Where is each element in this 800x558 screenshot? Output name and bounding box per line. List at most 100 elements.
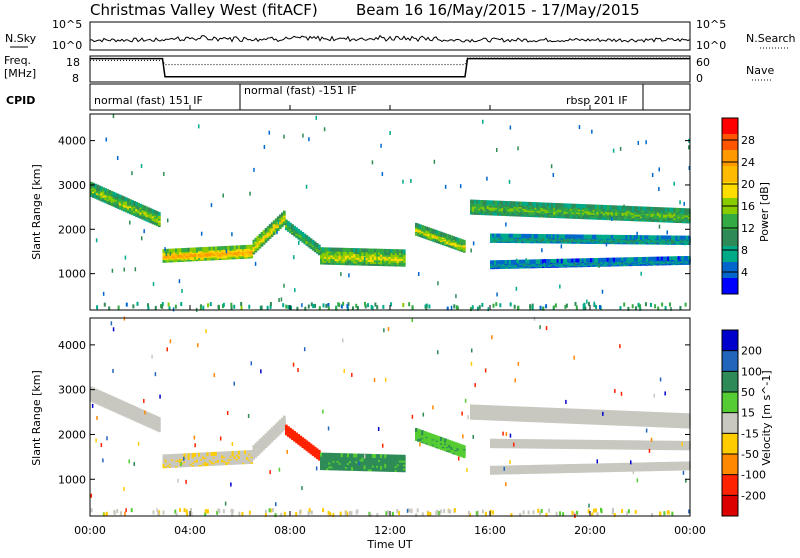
heatmap-cell: [499, 303, 501, 307]
heatmap-cell: [346, 304, 348, 308]
heatmap-cell: [549, 234, 551, 238]
colorbar-tick-label: 24: [741, 156, 755, 169]
freq-label-1: Freq.: [4, 54, 31, 67]
colorbar-tick-label: 16: [741, 200, 755, 213]
heatmap-cell: [198, 124, 200, 128]
heatmap-cell: [217, 305, 219, 309]
heatmap-cell: [645, 140, 647, 144]
colorbar-tick-label: 4: [741, 266, 748, 279]
heatmap-cell: [632, 304, 634, 308]
colorbar-tick-label: 20: [741, 178, 755, 191]
heatmap-cell: [658, 187, 660, 191]
heatmap-cell: [453, 304, 455, 308]
heatmap-cell: [486, 177, 488, 181]
heatmap-cell: [126, 303, 128, 307]
colorbar-swatch: [722, 118, 738, 135]
heatmap-cell: [516, 259, 518, 263]
heatmap-cell: [181, 289, 183, 293]
heatmap-cell: [226, 249, 228, 253]
heatmap-cell: [553, 305, 555, 309]
heatmap-cell: [175, 305, 177, 309]
heatmap-cell: [482, 120, 484, 124]
heatmap-cell: [222, 194, 224, 198]
heatmap-cell: [261, 306, 263, 310]
heatmap-cell: [324, 127, 326, 131]
heatmap-cell: [161, 305, 163, 309]
heatmap-cell: [545, 304, 547, 308]
heatmap-cell: [364, 302, 366, 306]
heatmap-cell: [371, 305, 373, 309]
colorbar-swatch: [722, 166, 738, 183]
heatmap-cell: [679, 200, 681, 204]
heatmap-cell: [166, 252, 168, 256]
heatmap-cell: [325, 304, 327, 308]
title-site: Christmas Valley West (fitACF): [90, 1, 318, 19]
heatmap-cell: [669, 302, 671, 306]
heatmap-cell: [125, 256, 127, 260]
heatmap-cell: [595, 305, 597, 309]
heatmap-cell: [455, 294, 457, 298]
heatmap-cell: [136, 302, 138, 306]
heatmap-cell: [143, 229, 145, 233]
colorbar-swatch: [722, 262, 738, 279]
colorbar-tick-label: 28: [741, 134, 755, 147]
nave-tick-low: 0: [696, 72, 703, 85]
heatmap-cell: [249, 192, 251, 196]
heatmap-cell: [639, 304, 641, 308]
heatmap-cell: [340, 272, 342, 276]
heatmap-cell: [364, 257, 366, 261]
heatmap-cell: [270, 302, 272, 306]
heatmap-cell: [112, 269, 114, 273]
heatmap-cell: [104, 303, 106, 307]
heatmap-cell: [283, 416, 286, 420]
heatmap-cell: [555, 303, 557, 307]
heatmap-cell: [659, 225, 661, 229]
heatmap-cell: [316, 116, 318, 120]
heatmap-cell: [207, 303, 209, 307]
heatmap-cell: [456, 305, 458, 309]
y-tick-label: 2000: [58, 223, 86, 236]
heatmap-cell: [323, 303, 325, 307]
heatmap-cell: [553, 173, 555, 177]
heatmap-cell: [574, 262, 576, 266]
heatmap-cell: [230, 303, 232, 307]
heatmap-cell: [575, 302, 577, 306]
heatmap-cell: [410, 179, 412, 183]
heatmap-cell: [679, 306, 681, 310]
heatmap-cell: [255, 262, 256, 266]
velocity-heatmap-cells: [90, 317, 691, 518]
heatmap-cell: [282, 303, 284, 307]
heatmap-cell: [665, 306, 667, 310]
noise-tick-low: 10^0: [52, 39, 82, 52]
heatmap-cell: [688, 145, 690, 149]
heatmap-cell: [636, 232, 638, 236]
heatmap-cell: [301, 303, 303, 307]
heatmap-cell: [293, 255, 295, 259]
heatmap-cell: [620, 147, 622, 151]
heatmap-cell: [278, 220, 280, 224]
y-tick-label: 3000: [58, 179, 86, 192]
noise-right-tick-high: 10^5: [696, 18, 726, 31]
heatmap-cell: [532, 306, 534, 310]
heatmap-cell: [626, 258, 628, 262]
heatmap-cell: [540, 306, 542, 310]
heatmap-cell: [106, 137, 108, 141]
heatmap-cell: [551, 164, 553, 168]
cpid-panel: CPID normal (fast) 151 IF normal (fast) …: [6, 84, 690, 110]
heatmap-cell: [684, 241, 686, 245]
heatmap-cell: [586, 300, 588, 304]
heatmap-cell: [638, 141, 640, 145]
heatmap-cell: [135, 267, 137, 271]
heatmap-cell: [153, 282, 155, 286]
heatmap-cell: [606, 242, 608, 246]
colorbar-swatch: [722, 246, 738, 263]
heatmap-cell: [487, 307, 489, 311]
heatmap-cell: [308, 305, 310, 309]
heatmap-cell: [516, 287, 518, 291]
heatmap-cell: [481, 303, 483, 307]
heatmap-cell: [164, 247, 166, 251]
freq-series-line: [90, 59, 690, 77]
heatmap-cell: [623, 303, 625, 307]
heatmap-cell: [302, 134, 304, 138]
